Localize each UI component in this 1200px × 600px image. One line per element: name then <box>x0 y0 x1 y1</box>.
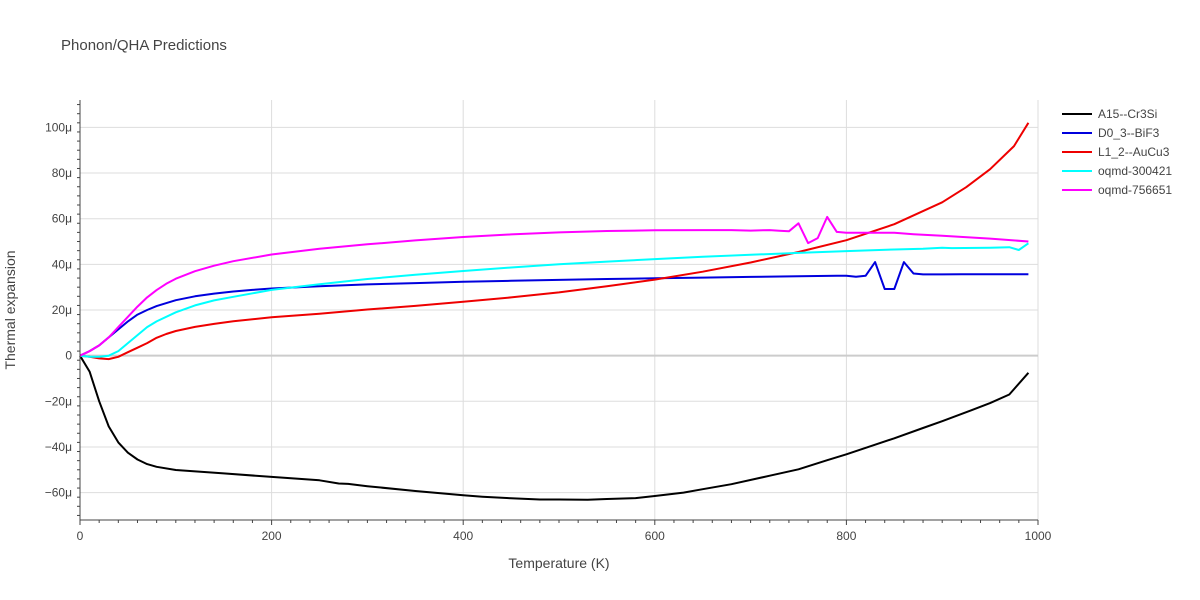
legend-label: A15--Cr3Si <box>1098 107 1157 121</box>
x-tick-label: 200 <box>262 529 282 543</box>
x-axis-title: Temperature (K) <box>508 555 609 571</box>
legend-item[interactable]: A15--Cr3Si <box>1062 107 1157 121</box>
x-tick-label: 800 <box>836 529 856 543</box>
series-layer <box>79 122 1030 501</box>
y-axis-title: Thermal expansion <box>2 250 18 369</box>
legend-label: L1_2--AuCu3 <box>1098 145 1170 159</box>
legend-item[interactable]: oqmd-300421 <box>1062 164 1172 178</box>
legend: A15--Cr3Si D0_3--BiF3 L1_2--AuCu3 oqmd-3004… <box>1062 107 1172 197</box>
y-tick-label: −20μ <box>45 394 72 408</box>
legend-item[interactable]: D0_3--BiF3 <box>1062 126 1160 140</box>
legend-label: D0_3--BiF3 <box>1098 126 1160 140</box>
y-tick-label: −60μ <box>45 486 72 500</box>
y-tick-label: 20μ <box>52 303 72 317</box>
x-tick-label: 1000 <box>1025 529 1052 543</box>
series-line-0 <box>79 355 1030 501</box>
series-line-4 <box>79 215 1029 357</box>
series-line-3 <box>79 242 1029 358</box>
chart-title: Phonon/QHA Predictions <box>61 37 227 54</box>
legend-label: oqmd-300421 <box>1098 164 1172 178</box>
y-tick-label: −40μ <box>45 440 72 454</box>
legend-label: oqmd-756651 <box>1098 183 1172 197</box>
series-line-2 <box>79 122 1030 361</box>
x-tick-label: 400 <box>453 529 473 543</box>
x-tick-label: 600 <box>645 529 665 543</box>
y-tick-label: 0 <box>65 349 72 363</box>
axis-layer: 0 200 400 600 800 1000 −60μ −40μ −20μ 0 20μ 40μ 60μ 8… <box>45 100 1052 543</box>
y-tick-label: 80μ <box>52 166 72 180</box>
legend-item[interactable]: oqmd-756651 <box>1062 183 1172 197</box>
legend-item[interactable]: L1_2--AuCu3 <box>1062 145 1170 159</box>
grid-layer <box>80 100 1039 520</box>
x-tick-label: 0 <box>77 529 84 543</box>
y-tick-label: 100μ <box>45 120 72 134</box>
series-line-1 <box>79 261 1029 357</box>
y-tick-label: 40μ <box>52 257 72 271</box>
y-tick-label: 60μ <box>52 212 72 226</box>
